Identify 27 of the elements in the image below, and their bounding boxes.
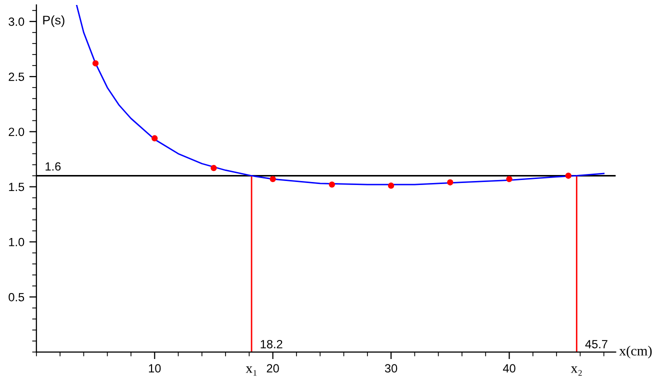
ref-line-label: 18.2 [260,340,282,348]
point [388,182,394,189]
point [210,164,217,172]
point [506,176,512,182]
y-tick-label: 1.5 [9,182,24,192]
point [565,172,572,179]
point [152,135,158,142]
x-tick-label: 30 [384,364,398,373]
x-tick-label: 10 [148,364,161,373]
y-tick-label: 2.0 [8,128,24,136]
x-axis-title: x(cm) [619,346,652,358]
point [447,179,454,186]
point [92,60,99,66]
annotation: x₁ [246,366,256,376]
x-tick-label: 40 [502,364,516,373]
ref-line-label: 45.7 [585,340,608,348]
annotation: x₂ [570,366,582,376]
x-tick-label: 20 [266,364,279,373]
y-axis-title: P(s) [43,15,64,28]
y-tick-label: 2.5 [8,72,24,81]
point [328,181,336,188]
y-tick-label: 0.5 [8,292,24,302]
y-tick-label: 3.0 [8,18,24,26]
y-tick-label: 1.0 [9,238,24,246]
line-series [76,4,605,186]
point [270,176,276,182]
ref-line-label: 1.6 [46,162,61,171]
